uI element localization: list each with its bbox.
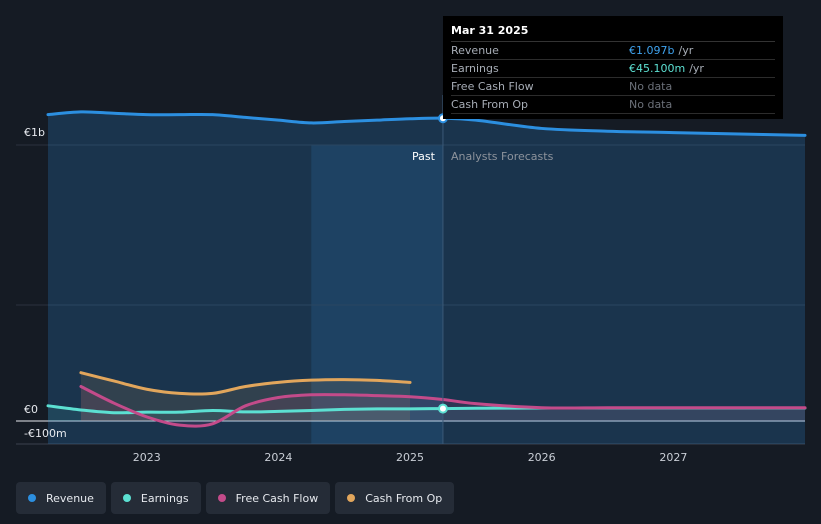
tooltip-unit: /yr: [678, 44, 694, 57]
tooltip-value: No data: [629, 80, 673, 93]
tooltip-value: €45.100m: [629, 62, 686, 75]
legend-label: Earnings: [140, 491, 189, 505]
x-tick-label: 2025: [396, 451, 424, 464]
revenue-dot-icon: [28, 494, 36, 502]
legend-item-cash-from-op[interactable]: Cash From Op: [335, 482, 455, 514]
legend-label: Revenue: [46, 491, 94, 505]
cash-from-op-line: [79, 371, 412, 396]
x-tick-label: 2023: [133, 451, 161, 464]
revenue-area: [48, 111, 805, 445]
tooltip-value: €1.097b: [629, 44, 675, 57]
tooltip-value: No data: [629, 98, 673, 111]
y-tick-label: -€100m: [24, 427, 67, 440]
x-tick-label: 2027: [659, 451, 687, 464]
tooltip-label: Free Cash Flow: [451, 80, 534, 93]
free-cash-flow-line: [79, 385, 807, 428]
legend: Revenue Earnings Free Cash Flow Cash Fro…: [16, 482, 455, 514]
earnings-marker: [437, 403, 448, 414]
earnings-area: [48, 405, 805, 421]
tooltip-label: Revenue: [451, 44, 499, 57]
past-label: Past: [412, 150, 436, 163]
forecast-label: Analysts Forecasts: [451, 150, 554, 163]
tooltip-row-cash-from-op: Cash From Op No data: [451, 96, 775, 114]
tooltip-row-revenue: Revenue €1.097b /yr: [451, 42, 775, 60]
legend-item-earnings[interactable]: Earnings: [110, 482, 201, 514]
tooltip-row-free-cash-flow: Free Cash Flow No data: [451, 78, 775, 96]
cash-from-op-dot-icon: [347, 494, 356, 502]
tooltip: Mar 31 2025 Revenue €1.097b /yr Earnings…: [443, 16, 783, 119]
earnings-dot-icon: [122, 494, 131, 502]
legend-item-revenue[interactable]: Revenue: [16, 482, 106, 514]
tooltip-date: Mar 31 2025: [451, 21, 775, 42]
y-tick-label: €1b: [24, 126, 45, 139]
tooltip-unit: /yr: [689, 62, 704, 75]
tooltip-label: Earnings: [451, 62, 499, 75]
x-tick-label: 2026: [528, 451, 556, 464]
x-tick-label: 2024: [264, 451, 292, 464]
legend-label: Free Cash Flow: [235, 491, 319, 505]
revenue-line: [46, 110, 807, 137]
tooltip-row-earnings: Earnings €45.100m /yr: [451, 60, 775, 78]
y-tick-label: €0: [24, 403, 38, 416]
tooltip-label: Cash From Op: [451, 98, 529, 111]
legend-item-free-cash-flow[interactable]: Free Cash Flow: [205, 482, 331, 514]
legend-label: Cash From Op: [365, 491, 443, 505]
free-cash-flow-dot-icon: [217, 494, 226, 502]
